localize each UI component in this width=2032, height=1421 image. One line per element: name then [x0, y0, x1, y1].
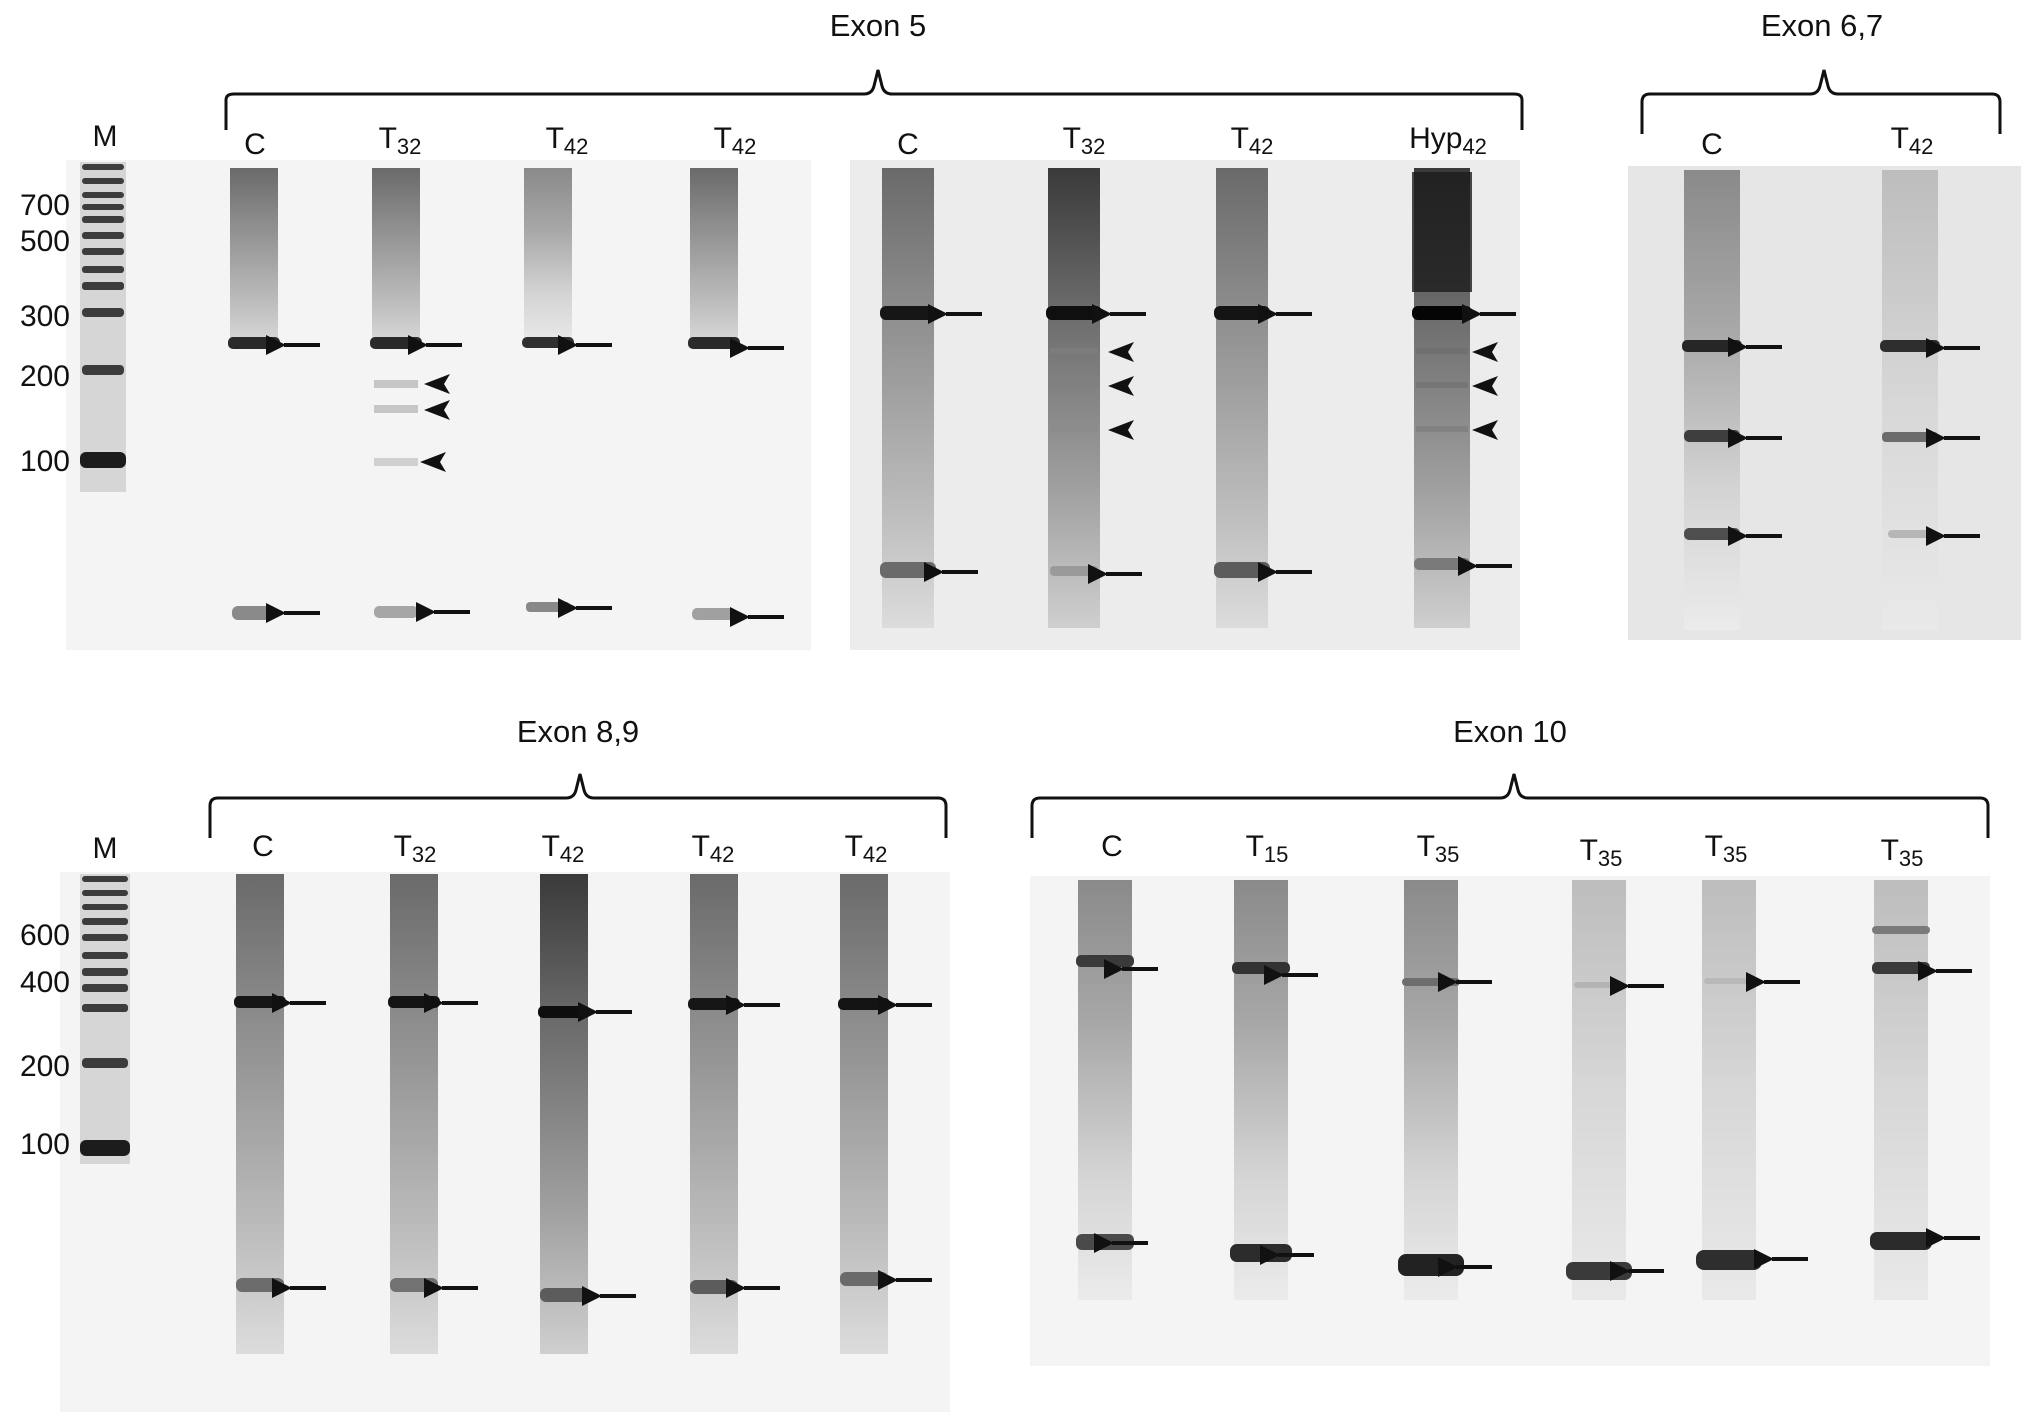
exon89-title: Exon 8,9 [516, 714, 640, 749]
marker-size-700: 700 [19, 189, 70, 222]
exon5-gel-right [850, 160, 1520, 650]
lane-label: C [1101, 830, 1123, 863]
lane-label: T42 [1890, 122, 1934, 159]
marker-size-100: 100 [19, 445, 70, 478]
exon5-lanes-right [880, 168, 1472, 628]
lane-label: T35 [1880, 834, 1924, 871]
exon67-title: Exon 6,7 [1760, 8, 1884, 43]
lane-label: T15 [1245, 830, 1289, 867]
exon10-gel [1030, 876, 1990, 1366]
lane-label: Hyp42 [1409, 122, 1487, 159]
marker-size-400: 400 [19, 966, 70, 999]
bracket-exon5 [224, 69, 1524, 130]
marker-lane-bottom [80, 874, 130, 1164]
exon5-title: Exon 5 [829, 8, 927, 43]
lane-label: T32 [1062, 122, 1106, 159]
lane-label: C [897, 128, 919, 161]
marker-label-bottom: M [92, 832, 118, 865]
marker-label-top: M [92, 120, 118, 153]
lane-label: T42 [1230, 122, 1274, 159]
lane-label: T42 [713, 122, 757, 159]
exon89-lanes [234, 874, 890, 1354]
marker-lane-top [80, 162, 126, 492]
band-arrowheads [420, 342, 1498, 472]
bracket-exon89 [208, 773, 948, 838]
marker-size-600: 600 [19, 919, 70, 952]
lane-label: T32 [378, 122, 422, 159]
exon10-lanes [1076, 880, 1932, 1300]
marker-size-200: 200 [19, 360, 70, 393]
lane-label: T35 [1704, 830, 1748, 867]
marker-size-200-b: 200 [19, 1050, 70, 1083]
exon5-lanes-left [228, 168, 740, 620]
bracket-exon67 [1640, 69, 2002, 134]
lane-label: T42 [844, 830, 888, 867]
lane-label: C [1701, 128, 1723, 161]
exon67-lanes [1682, 170, 1940, 630]
lane-label: T42 [545, 122, 589, 159]
lane-label: T42 [691, 830, 735, 867]
lane-label: T32 [393, 830, 437, 867]
exon10-title: Exon 10 [1453, 714, 1567, 749]
band-arrows [266, 304, 1980, 1306]
lane-label: T35 [1579, 834, 1623, 871]
lane-label: T35 [1416, 830, 1460, 867]
marker-size-500: 500 [19, 225, 70, 258]
bracket-exon10 [1030, 773, 1990, 838]
marker-size-100-b: 100 [19, 1128, 70, 1161]
marker-size-300: 300 [19, 300, 70, 333]
lane-label: T42 [541, 830, 585, 867]
lane-label: C [252, 830, 274, 863]
lane-label: C [244, 128, 266, 161]
exon89-gel [60, 872, 950, 1412]
